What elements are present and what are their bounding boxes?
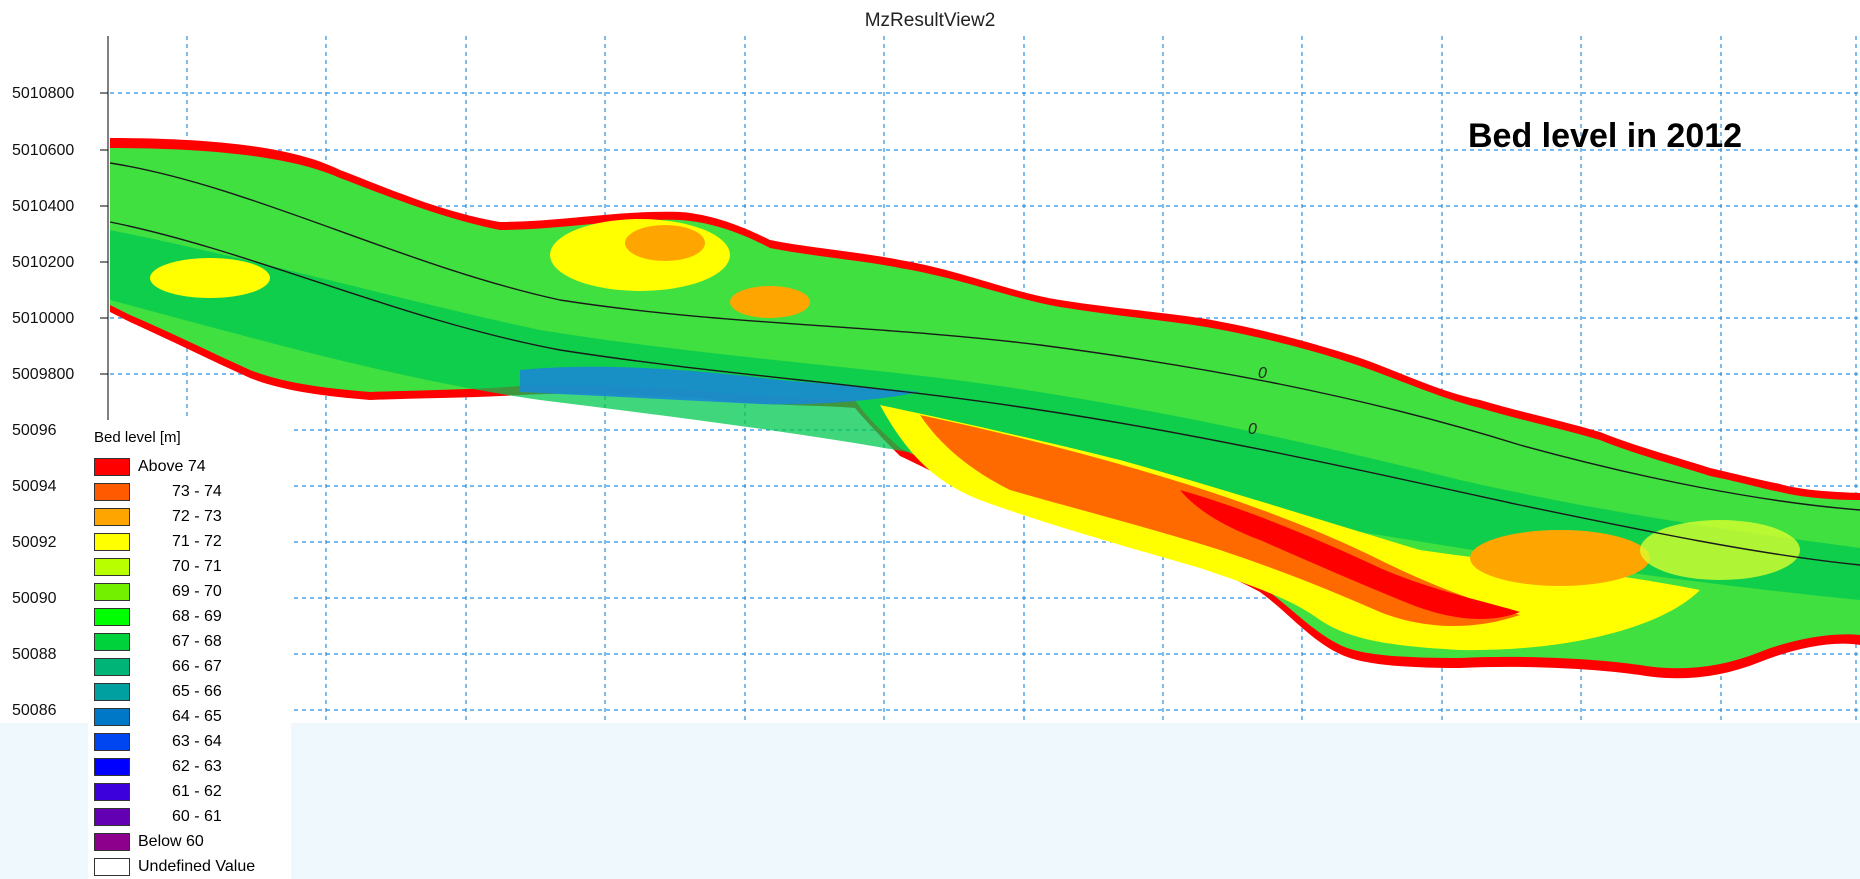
- legend-item: Above 74: [94, 456, 289, 478]
- legend-swatch: [94, 458, 130, 476]
- y-tick-label: 5010400: [12, 198, 75, 215]
- y-tick-label: 50086: [12, 702, 57, 719]
- legend-label: Undefined Value: [138, 858, 256, 875]
- legend-item: 64 - 65: [94, 706, 289, 728]
- legend-item: 61 - 62: [94, 781, 289, 803]
- legend-swatch: [94, 583, 130, 601]
- y-tick-label: 50090: [12, 590, 57, 607]
- legend-swatch: [94, 558, 130, 576]
- legend-item: 70 - 71: [94, 556, 289, 578]
- y-tick-label: 50088: [12, 646, 57, 663]
- view-title: MzResultView2: [864, 10, 996, 31]
- legend-label: 72 - 73: [172, 508, 222, 525]
- y-tick-label: 50092: [12, 534, 57, 551]
- legend-label: 60 - 61: [172, 808, 222, 825]
- legend-swatch: [94, 608, 130, 626]
- legend-label: 64 - 65: [172, 708, 222, 725]
- legend-label: Below 60: [138, 833, 204, 850]
- bed-level-legend: Bed level [m] Above 74 73 - 74 72 - 73 71 -…: [88, 420, 291, 879]
- shoal-lower-red: [1180, 490, 1520, 619]
- contour-label: 0: [1258, 365, 1267, 382]
- y-tick-label: 5009800: [12, 366, 75, 383]
- legend-label: 66 - 67: [172, 658, 222, 675]
- legend-swatch: [94, 833, 130, 851]
- legend-item: Below 60: [94, 831, 289, 853]
- legend-swatch: [94, 533, 130, 551]
- orange-shoal-upper: [625, 225, 705, 261]
- legend-swatch: [94, 708, 130, 726]
- legend-item: 63 - 64: [94, 731, 289, 753]
- legend-swatch: [94, 783, 130, 801]
- legend-label: 69 - 70: [172, 583, 222, 600]
- legend-item: 62 - 63: [94, 756, 289, 778]
- legend-label: 63 - 64: [172, 733, 222, 750]
- y-tick-label: 5010600: [12, 142, 75, 159]
- legend-label: 62 - 63: [172, 758, 222, 775]
- y-tick-label: 5010200: [12, 254, 75, 271]
- legend-swatch: [94, 633, 130, 651]
- legend-item: 60 - 61: [94, 806, 289, 828]
- legend-label: 67 - 68: [172, 633, 222, 650]
- river-bed-raster: [110, 138, 1860, 679]
- legend-label: 71 - 72: [172, 533, 222, 550]
- y-tick-label: 5010800: [12, 85, 75, 102]
- legend-swatch: [94, 683, 130, 701]
- yellow-shoal-left: [150, 258, 270, 298]
- y-tick-label: 5010000: [12, 310, 75, 327]
- legend-label: 65 - 66: [172, 683, 222, 700]
- legend-item: 67 - 68: [94, 631, 289, 653]
- legend-swatch: [94, 483, 130, 501]
- legend-label: 70 - 71: [172, 558, 222, 575]
- y-tick-label: 50096: [12, 422, 57, 439]
- legend-item: 69 - 70: [94, 581, 289, 603]
- contour-lines: [109, 162, 1860, 566]
- legend-item: 66 - 67: [94, 656, 289, 678]
- yellow-band-right: [1640, 520, 1800, 580]
- legend-item: 65 - 66: [94, 681, 289, 703]
- y-tick-label: 50094: [12, 478, 57, 495]
- legend-item: 73 - 74: [94, 481, 289, 503]
- legend-swatch: [94, 808, 130, 826]
- channel-mid-green: [110, 230, 1860, 600]
- legend-swatch: [94, 858, 130, 876]
- legend-item: 72 - 73: [94, 506, 289, 528]
- legend-item: Undefined Value: [94, 856, 289, 878]
- legend-swatch: [94, 758, 130, 776]
- contour-label: 0: [1248, 421, 1257, 438]
- legend-item: 68 - 69: [94, 606, 289, 628]
- legend-title: Bed level [m]: [94, 429, 181, 446]
- legend-swatch: [94, 508, 130, 526]
- legend-swatch: [94, 658, 130, 676]
- legend-label: Above 74: [138, 458, 206, 475]
- bed-level-map[interactable]: 0 0: [0, 0, 1860, 723]
- deep-channel-zone: [520, 366, 920, 405]
- legend-item: 71 - 72: [94, 531, 289, 553]
- legend-label: 73 - 74: [172, 483, 222, 500]
- legend-swatch: [94, 733, 130, 751]
- legend-label: 68 - 69: [172, 608, 222, 625]
- map-viewer[interactable]: MzResultView2: [0, 0, 1860, 723]
- map-annotation: Bed level in 2012: [1468, 117, 1743, 155]
- orange-shoal-right: [1470, 530, 1650, 586]
- legend-label: 61 - 62: [172, 783, 222, 800]
- orange-shoal-mid: [730, 286, 810, 318]
